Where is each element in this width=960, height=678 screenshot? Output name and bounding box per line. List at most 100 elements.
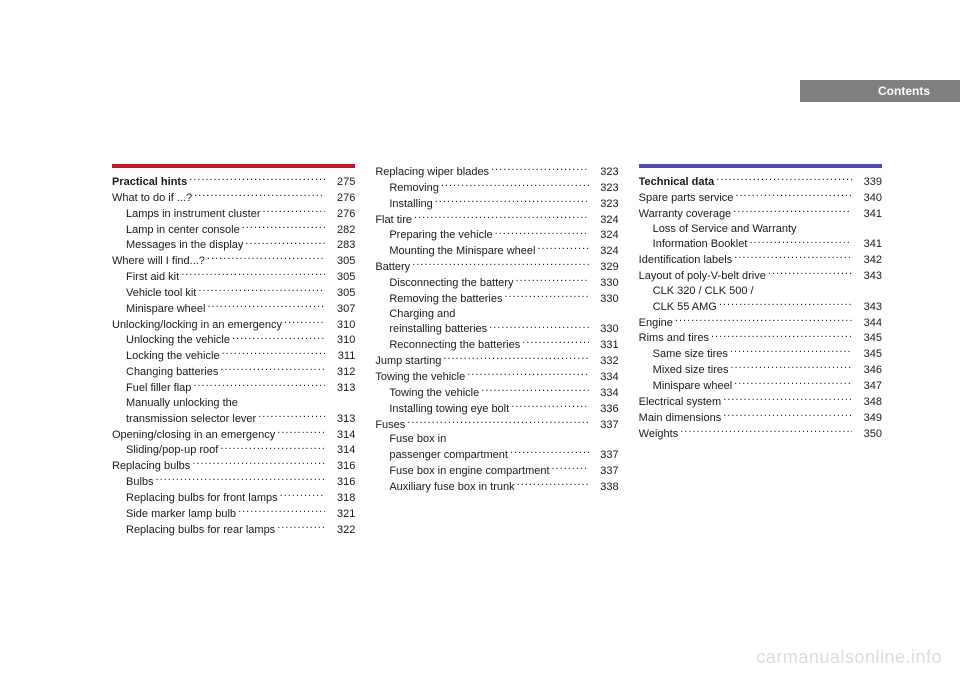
toc-dots (443, 353, 588, 364)
toc-label: Spare parts service (639, 191, 734, 206)
toc-dots (194, 190, 325, 201)
toc-label: Replacing bulbs for rear lamps (126, 523, 275, 538)
toc-dots (522, 337, 588, 348)
toc-row: Charging and (375, 307, 618, 322)
toc-dots (711, 330, 852, 341)
toc-label: Jump starting (375, 354, 441, 369)
toc-label: Mounting the Minispare wheel (389, 244, 535, 259)
toc-page: 341 (854, 237, 882, 252)
toc-row: What to do if ...?276 (112, 190, 355, 206)
toc-row: Auxiliary fuse box in trunk338 (375, 479, 618, 495)
toc-row: Unlocking the vehicle310 (112, 332, 355, 348)
toc-label: CLK 55 AMG (653, 300, 717, 315)
toc-row: Manually unlocking the (112, 396, 355, 411)
toc-dots (734, 378, 852, 389)
toc-label: Disconnecting the battery (389, 276, 513, 291)
toc-dots (489, 321, 588, 332)
toc-label: transmission selector lever (126, 412, 256, 427)
toc-label: Information Booklet (653, 237, 748, 252)
toc-row: Rims and tires345 (639, 330, 882, 346)
toc-column: Technical data339Spare parts service340W… (639, 164, 882, 537)
toc-dots (491, 164, 589, 175)
toc-dots (515, 275, 588, 286)
toc-label: Main dimensions (639, 411, 722, 426)
toc-dots (412, 259, 588, 270)
toc-row: Installing323 (375, 196, 618, 212)
toc-page: 307 (327, 302, 355, 317)
toc-row: Identification labels342 (639, 252, 882, 268)
toc-label: reinstalling batteries (389, 322, 487, 337)
toc-row: Fuses337 (375, 417, 618, 433)
toc-row: Main dimensions349 (639, 410, 882, 426)
toc-row: Minispare wheel347 (639, 378, 882, 394)
toc-row: Jump starting 332 (375, 353, 618, 369)
toc-page: 324 (591, 244, 619, 259)
toc-label: Reconnecting the batteries (389, 338, 520, 353)
toc-row: Replacing bulbs for rear lamps322 (112, 522, 355, 538)
toc-page: 332 (591, 354, 619, 369)
toc-label: Electrical system (639, 395, 722, 410)
toc-row: transmission selector lever313 (112, 411, 355, 427)
toc-label: Warranty coverage (639, 207, 732, 222)
toc-label: First aid kit (126, 270, 179, 285)
toc-label: Battery (375, 260, 410, 275)
toc-page: 305 (327, 286, 355, 301)
toc-row: Side marker lamp bulb321 (112, 506, 355, 522)
toc-dots (435, 196, 589, 207)
toc-dots (232, 332, 325, 343)
toc-dots (242, 222, 326, 233)
toc-label: Messages in the display (126, 238, 243, 253)
toc-label: Technical data (639, 175, 715, 190)
toc-label: Rims and tires (639, 331, 709, 346)
toc-page: 318 (327, 491, 355, 506)
toc-page: 276 (327, 207, 355, 222)
toc-label: Replacing wiper blades (375, 165, 489, 180)
toc-page: 339 (854, 175, 882, 190)
toc-label: Flat tire (375, 213, 412, 228)
toc-page: 275 (327, 175, 355, 190)
toc-label: Minispare wheel (653, 379, 732, 394)
toc-row: Towing the vehicle334 (375, 385, 618, 401)
toc-row: Technical data 339 (639, 174, 882, 190)
toc-column: Replacing wiper blades323Removing323Inst… (375, 164, 618, 537)
toc-label: Practical hints (112, 175, 187, 190)
toc-label: Weights (639, 427, 679, 442)
toc-row: Spare parts service340 (639, 190, 882, 206)
toc-dots (222, 348, 326, 359)
toc-label: Vehicle tool kit (126, 286, 196, 301)
toc-label: Layout of poly-V-belt drive (639, 269, 766, 284)
toc-dots (734, 252, 852, 263)
toc-page: 343 (854, 269, 882, 284)
toc-row: Removing the batteries330 (375, 291, 618, 307)
toc-page: 310 (327, 318, 355, 333)
toc-label: Same size tires (653, 347, 728, 362)
toc-row: Replacing bulbs316 (112, 458, 355, 474)
toc-row: Messages in the display283 (112, 237, 355, 253)
toc-page: 348 (854, 395, 882, 410)
toc-row: Removing323 (375, 180, 618, 196)
toc-row: Bulbs316 (112, 474, 355, 490)
toc-dots (504, 291, 588, 302)
toc-label: Fuse box in (389, 432, 446, 447)
toc-label: Removing (389, 181, 439, 196)
toc-dots (189, 174, 325, 185)
toc-dots (207, 253, 325, 264)
toc-label: Installing towing eye bolt (389, 402, 509, 417)
toc-page: 310 (327, 333, 355, 348)
toc-dots (407, 417, 588, 428)
toc-dots (280, 490, 326, 501)
toc-dots (481, 385, 588, 396)
toc-row: Lamps in instrument cluster276 (112, 206, 355, 222)
toc-page: 341 (854, 207, 882, 222)
toc-page: 324 (591, 213, 619, 228)
toc-label: Unlocking/locking in an emergency (112, 318, 282, 333)
toc-dots (719, 299, 852, 310)
toc-row: Warranty coverage 341 (639, 206, 882, 222)
toc-page: 336 (591, 402, 619, 417)
toc-page: 345 (854, 347, 882, 362)
toc-dots (198, 285, 325, 296)
toc-row: CLK 55 AMG343 (639, 299, 882, 315)
toc-page: 346 (854, 363, 882, 378)
toc-label: Changing batteries (126, 365, 218, 380)
toc-row: Sliding/pop-up roof314 (112, 442, 355, 458)
